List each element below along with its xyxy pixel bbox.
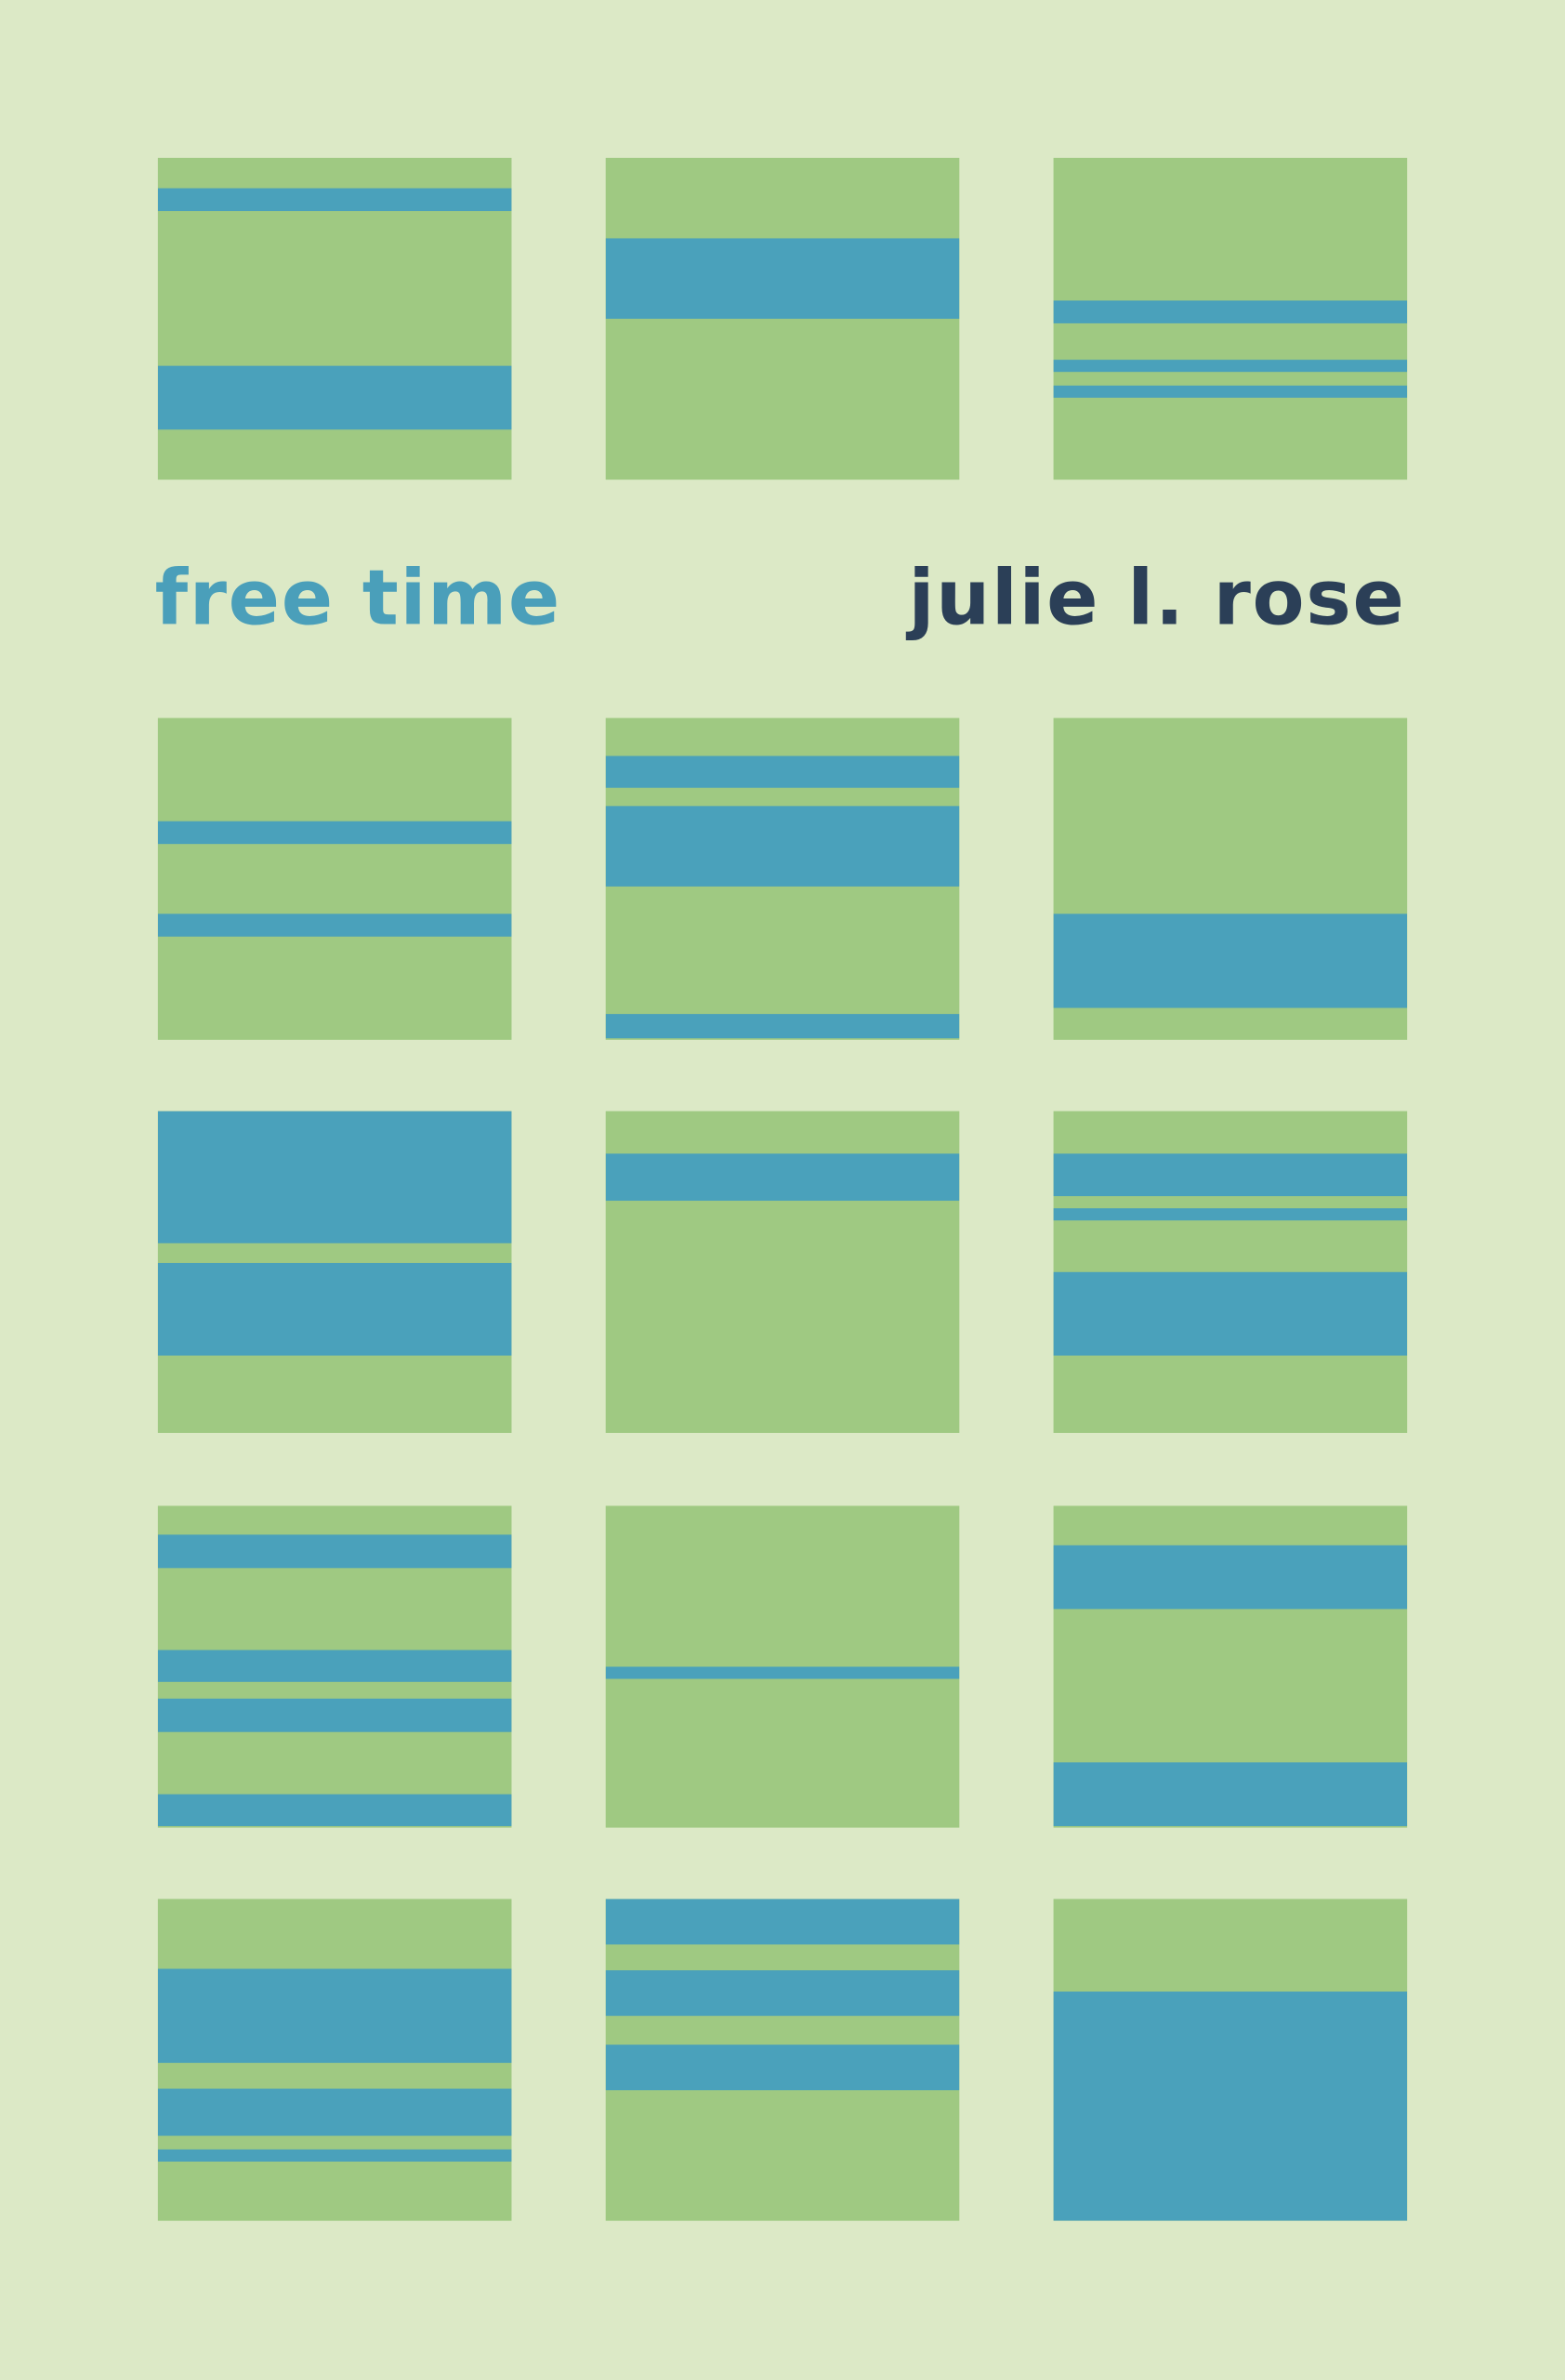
- striped-square: [605, 717, 960, 1040]
- stripe: [1053, 1271, 1408, 1356]
- stripe: [1053, 1545, 1408, 1610]
- striped-square: [605, 1111, 960, 1433]
- striped-square: [605, 1506, 960, 1828]
- striped-square: [605, 157, 960, 480]
- stripe: [157, 1111, 512, 1243]
- stripe: [157, 1698, 512, 1732]
- stripe: [157, 365, 512, 430]
- striped-square: [605, 1899, 960, 2221]
- stripe: [157, 1262, 512, 1356]
- stripe: [157, 1534, 512, 1569]
- striped-square: [157, 1506, 512, 1828]
- striped-square: [157, 1899, 512, 2221]
- stripe: [605, 806, 960, 887]
- striped-square: [1053, 1506, 1408, 1828]
- striped-square: [1053, 1899, 1408, 2221]
- stripe: [1053, 360, 1408, 373]
- stripe: [1053, 914, 1408, 1008]
- stripe: [1053, 1153, 1408, 1197]
- striped-square: [157, 717, 512, 1040]
- stripe: [605, 1153, 960, 1202]
- stripe: [605, 1666, 960, 1679]
- stripe: [605, 238, 960, 320]
- striped-square: [1053, 717, 1408, 1040]
- striped-square: [1053, 1111, 1408, 1433]
- stripe: [157, 821, 512, 845]
- stripe: [1053, 300, 1408, 323]
- stripe: [157, 1650, 512, 1682]
- book-author: julie l. rose: [908, 554, 1406, 642]
- stripe: [605, 1899, 960, 1945]
- stripe: [157, 1968, 512, 2063]
- stripe: [1053, 1992, 1408, 2221]
- stripe: [605, 1014, 960, 1039]
- stripe: [1053, 1762, 1408, 1826]
- stripe: [1053, 1208, 1408, 1221]
- stripe: [157, 914, 512, 937]
- striped-square: [157, 157, 512, 480]
- stripe: [1053, 385, 1408, 398]
- stripe: [605, 1970, 960, 2017]
- book-title: free time: [154, 554, 561, 642]
- stripe: [157, 1794, 512, 1826]
- striped-square: [157, 1111, 512, 1433]
- stripe: [157, 2088, 512, 2137]
- stripe: [605, 2045, 960, 2091]
- stripe: [157, 2149, 512, 2162]
- stripe: [157, 188, 512, 212]
- striped-square: [1053, 157, 1408, 480]
- stripe: [605, 756, 960, 788]
